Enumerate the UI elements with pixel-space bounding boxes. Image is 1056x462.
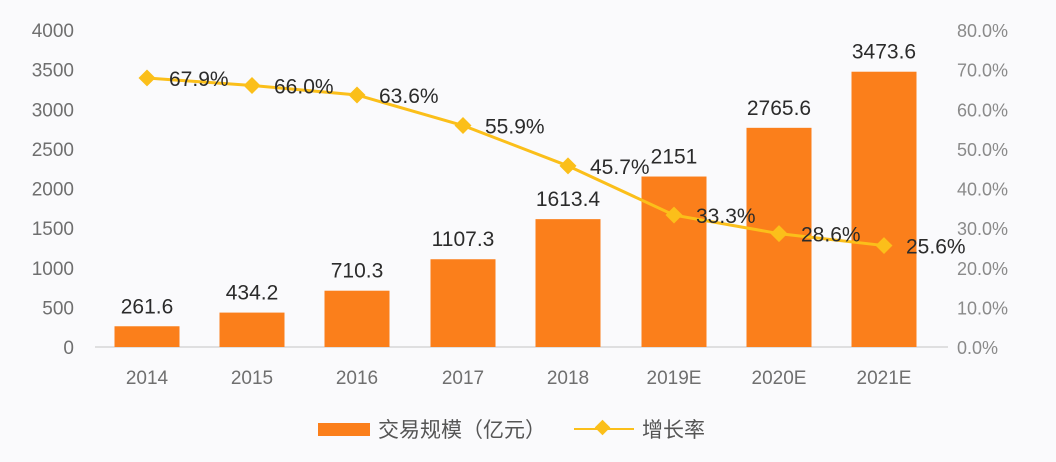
x-tick-label: 2021E [857,368,912,389]
legend-item-bar: 交易规模（亿元） [318,414,546,444]
diamond-marker-icon [559,157,577,175]
growth-value-label: 63.6% [379,85,439,108]
bar [851,71,917,348]
growth-value-label: 33.3% [696,205,756,228]
left-axis: 0 500 1000 1500 2000 2500 3000 3500 4000 [32,21,74,359]
bar-value-label: 1107.3 [432,228,495,251]
left-tick-label: 1000 [32,259,74,280]
legend-item-line: 增长率 [574,414,705,444]
bar-value-label: 261.6 [121,295,174,318]
x-axis: 2014 2015 2016 2017 2018 2019E 2020E 2021E [126,368,912,389]
x-tick-label: 2016 [336,368,378,389]
x-tick-label: 2015 [231,368,273,389]
left-tick-label: 3000 [32,100,74,121]
right-tick-label: 20.0% [957,259,1008,279]
bar [535,219,601,347]
right-tick-label: 40.0% [957,180,1008,200]
diamond-marker-icon [770,225,788,243]
right-tick-label: 30.0% [957,219,1008,239]
bar [114,326,180,347]
left-tick-label: 2000 [32,180,74,201]
diamond-line-icon [574,419,634,439]
bar-value-label: 2151 [651,146,698,169]
diamond-marker-icon [348,86,366,104]
bar [430,259,496,347]
growth-value-label: 25.6% [906,236,966,259]
bar [324,290,390,347]
bar-value-label: 434.2 [226,282,279,305]
right-tick-label: 70.0% [957,61,1008,81]
right-tick-label: 80.0% [957,21,1008,41]
bar-value-label: 3473.6 [852,41,916,64]
growth-value-label: 28.6% [801,224,861,247]
left-tick-label: 3500 [32,61,74,82]
bar-value-label: 1613.4 [536,188,601,211]
combo-chart: 0 500 1000 1500 2000 2500 3000 3500 4000 0.0% 10.… [32,21,1008,389]
left-tick-label: 4000 [32,21,74,42]
right-axis: 0.0% 10.0% 20.0% 30.0% 40.0% 50.0% 60.0% 70.0% 8… [957,21,1008,358]
bar-swatch-icon [318,422,370,436]
growth-line [146,76,885,248]
legend-bar-label: 交易规模（亿元） [378,419,546,442]
bar-value-label: 2765.6 [747,97,811,120]
growth-value-label: 45.7% [590,156,650,179]
x-tick-label: 2017 [442,368,484,389]
line-series: 67.9% 66.0% 63.6% 55.9% 45.7% 33.3% 28.6% 25.6% [138,68,966,259]
x-tick-label: 2018 [547,368,589,389]
right-tick-label: 10.0% [957,298,1008,318]
left-tick-label: 2500 [32,140,74,161]
diamond-marker-icon [665,206,683,224]
legend-line-label: 增长率 [642,419,705,442]
bar [641,176,707,347]
right-tick-label: 60.0% [957,100,1008,120]
growth-value-label: 66.0% [274,75,334,98]
left-tick-label: 0 [63,338,74,359]
legend: 交易规模（亿元） 增长率 [318,414,705,444]
right-tick-label: 50.0% [957,140,1008,160]
x-tick-label: 2020E [752,368,807,389]
diamond-marker-icon [875,237,893,255]
left-tick-label: 1500 [32,219,74,240]
growth-value-label: 55.9% [485,115,545,138]
diamond-marker-icon [138,69,156,87]
diamond-marker-icon [454,117,472,134]
bar-value-label: 710.3 [331,260,384,283]
right-tick-label: 0.0% [957,338,998,358]
bar [219,312,285,347]
bar-series: 261.6 434.2 710.3 1107.3 1613.4 2151 2765.6 347… [114,41,917,348]
x-tick-label: 2019E [647,368,702,389]
left-tick-label: 500 [42,298,74,319]
growth-value-label: 67.9% [169,68,229,91]
x-tick-label: 2014 [126,368,169,389]
diamond-marker-icon [243,76,261,94]
